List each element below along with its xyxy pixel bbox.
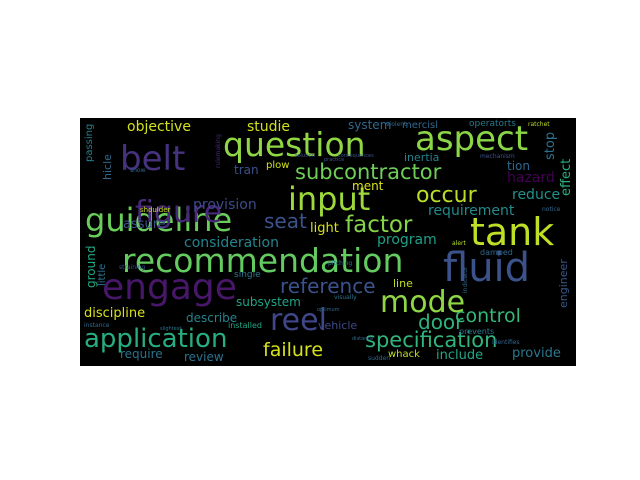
word-line: line	[393, 277, 413, 290]
word-review: review	[184, 350, 224, 364]
word-cloud: guideline recommendation question aspect…	[80, 118, 576, 366]
word-effect: effect	[559, 158, 574, 196]
word-damped: damped	[480, 248, 513, 257]
word-recommendation: recommendation	[122, 241, 404, 280]
word-application: application	[84, 324, 228, 354]
word-visually: visually	[334, 294, 357, 301]
word-ground: ground	[84, 245, 98, 288]
word-objective: objective	[127, 119, 191, 135]
word-guideline: guideline	[85, 201, 233, 239]
word-indicator: indicator	[462, 266, 469, 293]
word-studie: studie	[247, 119, 291, 135]
word-system: system	[348, 118, 392, 132]
word-ratchet: ratchet	[528, 121, 550, 128]
word-notice: notice	[542, 206, 561, 213]
word-practice: practice	[324, 157, 345, 163]
word-shoulder: shoulder	[140, 206, 171, 214]
word-rulemaking: rulemaking	[215, 134, 222, 168]
word-little: little	[97, 263, 108, 286]
word-fluid: fluid	[443, 245, 531, 291]
word-mercisl: mercisl	[402, 120, 439, 131]
word-slightest: slightest	[160, 326, 182, 332]
word-provision: provision	[193, 197, 257, 213]
word-consequences: consequences	[338, 153, 374, 159]
word-engineer: engineer	[557, 259, 570, 308]
word-reduce: reduce	[512, 187, 561, 203]
word-alert: alert	[452, 240, 466, 247]
word-discipline: discipline	[84, 306, 146, 321]
word-straining: straining	[119, 264, 146, 271]
word-program: program	[377, 232, 437, 248]
word-door: door	[418, 310, 464, 334]
word-tank: tank	[470, 210, 555, 254]
word-tran: tran	[234, 163, 259, 177]
word-vehicle: vehicle	[318, 319, 358, 332]
word-describe: describe	[186, 311, 238, 325]
word-passing: passing	[84, 123, 95, 162]
word-control: control	[455, 305, 521, 327]
word-installed: installed	[228, 321, 262, 330]
word-requirement: requirement	[428, 203, 515, 219]
word-stop: stop	[543, 131, 558, 160]
word-provide: provide	[512, 346, 561, 361]
word-input: input	[288, 180, 371, 218]
word-identifies: identifies	[492, 339, 520, 346]
word-instance: instance	[84, 322, 110, 329]
word-single: single	[234, 270, 261, 280]
word-plow: plow	[266, 160, 290, 171]
word-failure: failure	[263, 339, 324, 361]
word-figure: figure	[135, 195, 223, 230]
word-hazard: hazard	[507, 170, 555, 186]
word-assure: assure	[123, 217, 166, 232]
word-distance: distance	[352, 336, 374, 342]
word-consideration: consideration	[184, 235, 279, 251]
word-mechanism: mechanism	[480, 153, 515, 160]
word-prevents: prevents	[459, 327, 495, 336]
word-engage: engage	[102, 267, 237, 308]
word-require: require	[120, 347, 163, 361]
word-reference: reference	[280, 274, 376, 298]
word-optimum: optimum	[317, 307, 340, 313]
word-seat: seat	[264, 209, 307, 233]
word-aspect: aspect	[415, 119, 529, 159]
word-pitching: pitching	[328, 260, 353, 267]
word-ment: ment	[352, 179, 384, 193]
word-belt: belt	[120, 139, 186, 179]
word-subcontractor: subcontractor	[295, 160, 442, 184]
word-specification: specification	[365, 328, 498, 352]
word-mode: mode	[380, 285, 466, 320]
word-occur: occur	[416, 183, 477, 208]
word-sudden: sudden	[368, 355, 391, 362]
word-inertia: inertia	[404, 151, 440, 164]
word-factor: factor	[345, 212, 413, 238]
word-operatorts: operatorts	[469, 119, 516, 129]
word-light: light	[310, 221, 339, 236]
word-hicle: hicle	[101, 154, 114, 180]
word-whack: whack	[388, 349, 420, 360]
word-include: include	[436, 348, 484, 363]
word-subsystem: subsystem	[236, 295, 301, 309]
word-tion: tion	[507, 159, 530, 173]
word-snow: snow	[130, 167, 146, 174]
word-reel: reel	[270, 303, 327, 338]
word-solution: solution	[295, 153, 315, 159]
word-violent: violent	[386, 121, 407, 128]
word-question: question	[223, 125, 366, 164]
